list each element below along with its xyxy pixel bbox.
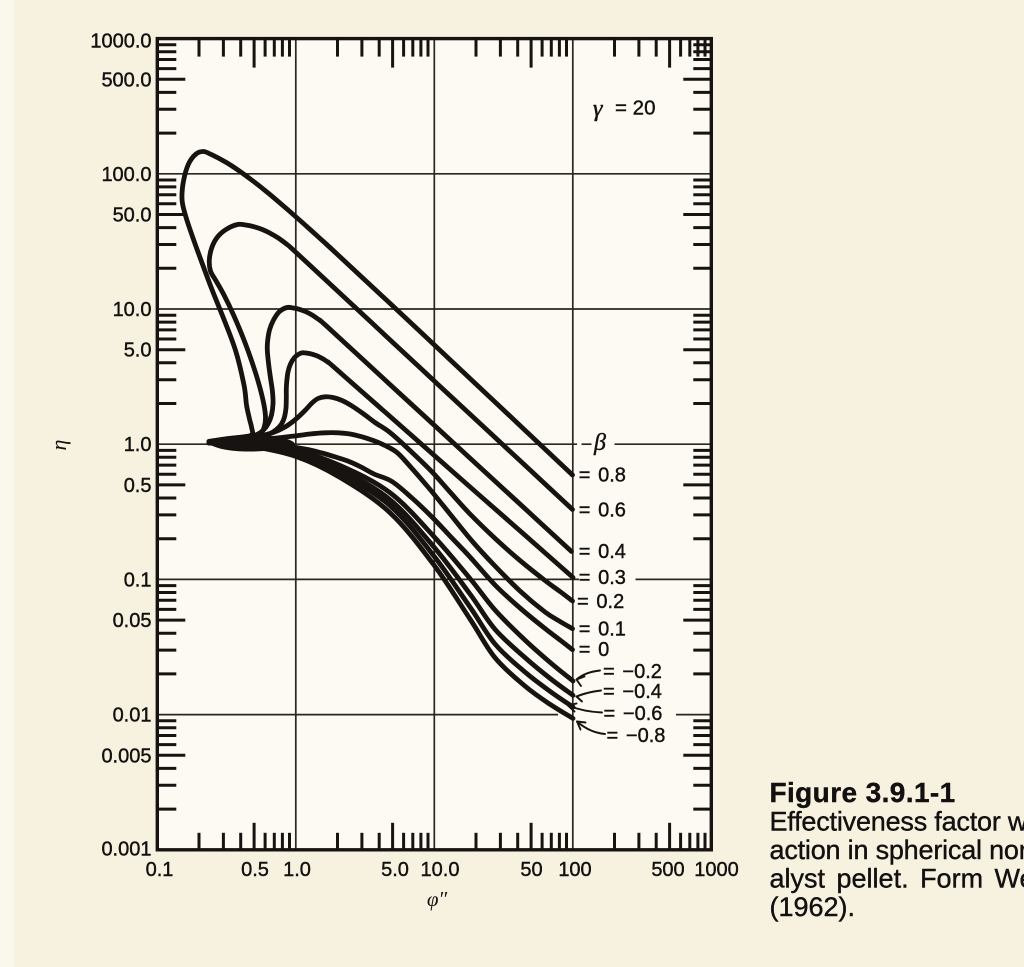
- svg-text:= 0.1: = 0.1: [579, 619, 626, 641]
- svg-text:1000: 1000: [694, 859, 739, 881]
- svg-text:= 0.8: = 0.8: [579, 465, 626, 487]
- svg-text:1000.0: 1000.0: [90, 31, 151, 53]
- svg-text:alyst pellet. Form Weisz: alyst pellet. Form Weisz: [770, 864, 1024, 894]
- svg-text:0.1: 0.1: [124, 569, 152, 591]
- svg-text:1.0: 1.0: [124, 434, 152, 456]
- svg-text:= −0.2: = −0.2: [603, 661, 662, 683]
- svg-text:Figure 3.9.1-1: Figure 3.9.1-1: [770, 777, 956, 808]
- svg-text:β: β: [593, 430, 606, 456]
- svg-text:φ″: φ″: [427, 887, 448, 911]
- svg-text:γ: γ: [593, 96, 603, 122]
- svg-text:5.0: 5.0: [381, 859, 409, 881]
- svg-text:0.5: 0.5: [124, 475, 152, 497]
- svg-text:500.0: 500.0: [101, 69, 151, 91]
- svg-text:= −0.4: = −0.4: [603, 681, 662, 703]
- svg-text:500: 500: [651, 859, 684, 881]
- svg-text:η: η: [46, 440, 71, 451]
- svg-text:10.0: 10.0: [113, 299, 152, 321]
- svg-text:(1962).: (1962).: [770, 892, 856, 922]
- svg-text:1.0: 1.0: [283, 859, 311, 881]
- svg-text:5.0: 5.0: [124, 340, 152, 362]
- svg-text:= 0: = 0: [579, 639, 610, 661]
- svg-text:100: 100: [558, 859, 591, 881]
- svg-text:0.1: 0.1: [146, 859, 174, 881]
- svg-text:50.0: 50.0: [113, 204, 152, 226]
- svg-text:0.01: 0.01: [113, 705, 152, 727]
- svg-text:0.005: 0.005: [101, 745, 151, 767]
- svg-text:action in spherical noniso: action in spherical noniso: [770, 835, 1024, 865]
- svg-text:= 0.4: = 0.4: [579, 541, 626, 563]
- svg-text:= −0.8: = −0.8: [607, 725, 666, 747]
- svg-text:= 0.3: = 0.3: [579, 567, 626, 589]
- svg-text:Effectiveness factor with re: Effectiveness factor with re: [770, 807, 1024, 837]
- svg-text:0.001: 0.001: [101, 838, 151, 860]
- svg-text:= −0.6: = −0.6: [604, 703, 663, 725]
- svg-text:0.05: 0.05: [113, 610, 152, 632]
- svg-text:0.5: 0.5: [241, 859, 269, 881]
- svg-text:50: 50: [520, 859, 542, 881]
- svg-text:= 20: = 20: [615, 97, 655, 120]
- svg-text:= 0.2: = 0.2: [577, 591, 624, 613]
- svg-text:= 0.6: = 0.6: [579, 500, 626, 522]
- svg-text:100.0: 100.0: [101, 164, 151, 186]
- svg-text:10.0: 10.0: [421, 859, 460, 881]
